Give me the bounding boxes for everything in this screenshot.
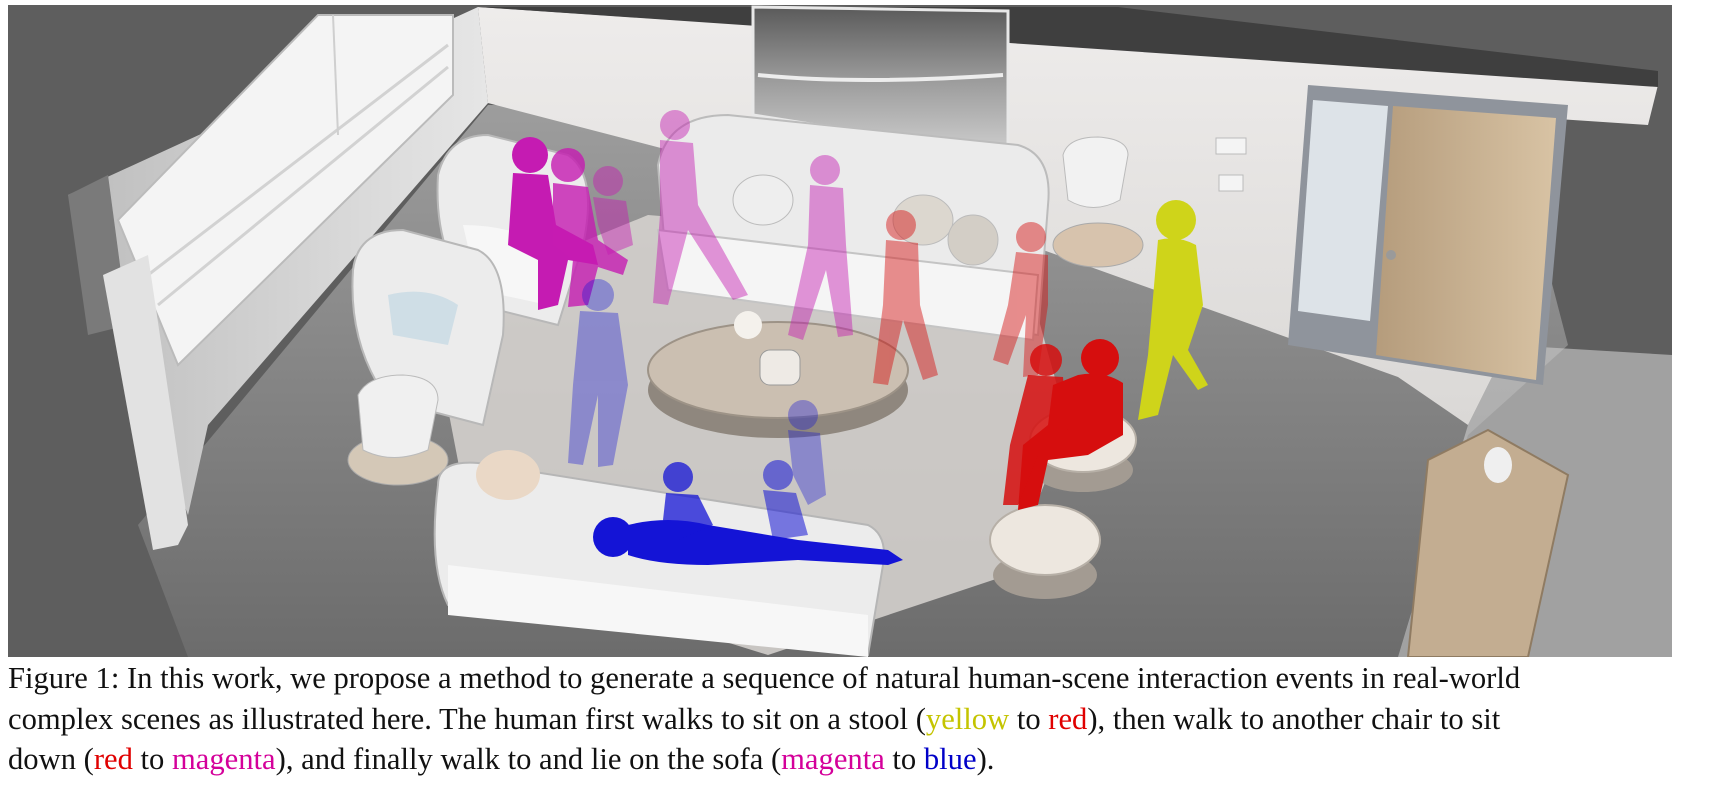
coffee-table	[647, 311, 909, 438]
human-red-walking	[873, 210, 1048, 385]
stool-front	[989, 504, 1101, 599]
color-word-yellow: yellow	[925, 701, 1010, 736]
back-sofa	[656, 113, 1050, 342]
wall-photo	[751, 5, 1010, 157]
color-word-red: red	[93, 742, 133, 776]
floor-lamp-right	[1052, 136, 1144, 268]
caption-text: Figure 1: In this work, we propose a met…	[8, 661, 1521, 695]
color-word-red: red	[1048, 701, 1088, 736]
human-blue-walking	[568, 279, 826, 505]
caption-text: to	[132, 742, 172, 776]
human-magenta-walking	[653, 110, 853, 340]
human-blue-lying	[593, 460, 903, 565]
wall-switch	[1215, 137, 1247, 155]
caption-text: complex scenes as illustrated here. The …	[8, 701, 926, 736]
caption-line-1: Figure 1: In this work, we propose a met…	[8, 658, 1712, 699]
door	[1288, 85, 1568, 385]
figure-caption: Figure 1: In this work, we propose a met…	[8, 658, 1712, 780]
caption-line-3: down (red to magenta), and finally walk …	[8, 739, 1712, 780]
human-magenta-seated	[508, 137, 633, 310]
color-word-magenta: magenta	[781, 742, 885, 776]
window-blinds	[116, 14, 454, 367]
human-yellow	[1138, 200, 1208, 420]
floor-lamp-left	[347, 374, 449, 486]
caption-text: ).	[976, 742, 995, 776]
caption-text: ), and finally walk to and lie on the so…	[275, 742, 782, 776]
room-render	[8, 5, 1672, 657]
wall-switch	[1218, 174, 1244, 192]
sideboard	[1406, 428, 1570, 657]
left-wall-lower	[103, 255, 188, 550]
human-red-seated	[1003, 339, 1123, 510]
caption-text: down (	[8, 742, 94, 776]
caption-line-2: complex scenes as illustrated here. The …	[8, 699, 1712, 740]
caption-text: ), then walk to another chair to sit	[1087, 701, 1501, 736]
caption-text: to	[1009, 701, 1049, 736]
caption-text: to	[884, 742, 924, 776]
color-word-blue: blue	[923, 742, 977, 776]
color-word-magenta: magenta	[172, 742, 276, 776]
scene-figure	[8, 5, 1672, 657]
